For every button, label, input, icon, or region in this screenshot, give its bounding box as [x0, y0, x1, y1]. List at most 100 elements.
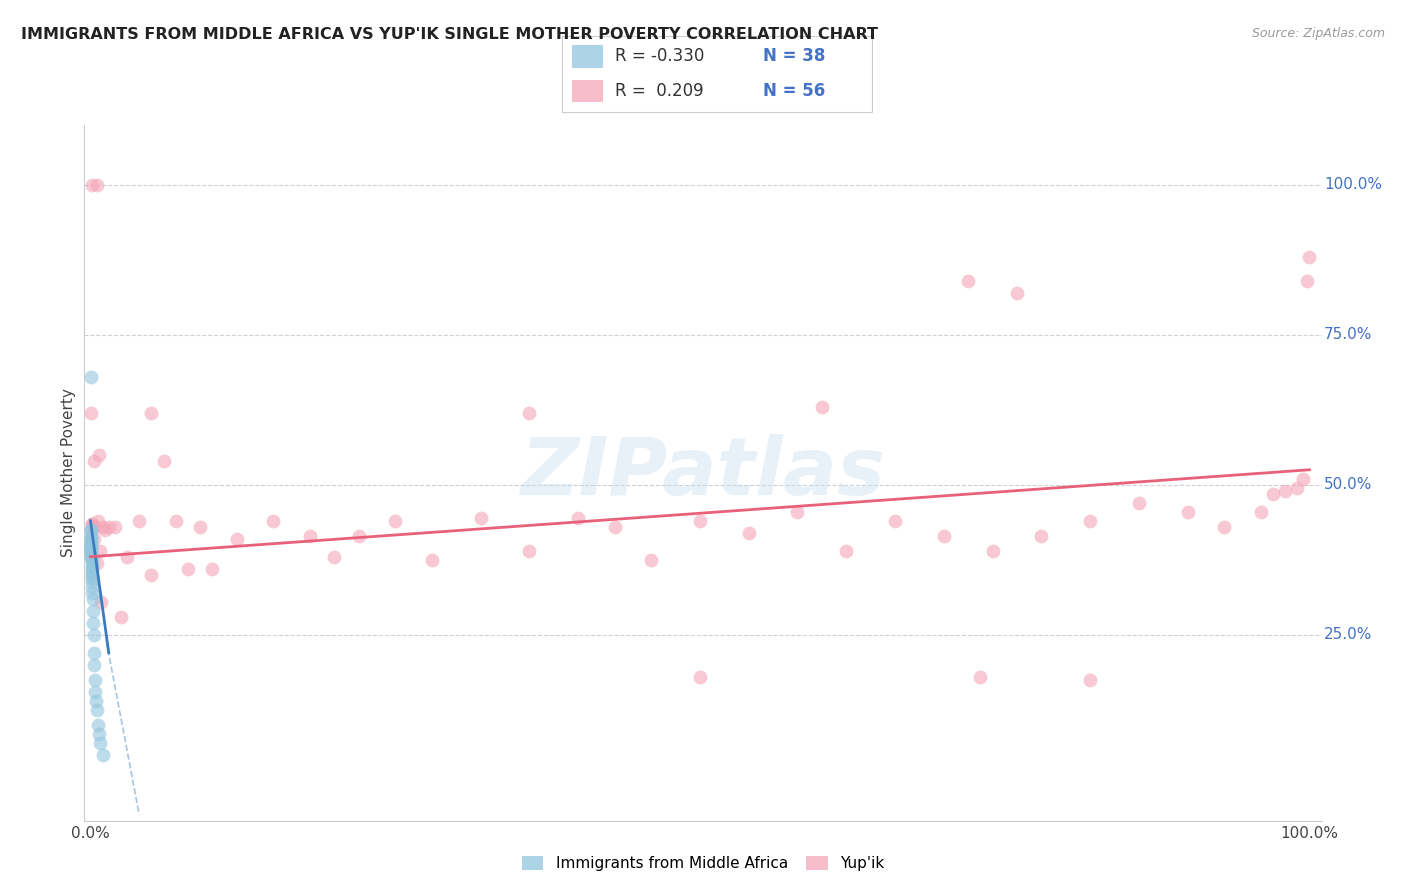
Text: N = 56: N = 56 [763, 82, 825, 100]
Point [1250, 505, 1272, 519]
Point [1274, 483, 1296, 498]
Point [80, 562, 103, 576]
Point [835, 543, 858, 558]
Point [347, 529, 370, 543]
Point [80, 369, 103, 384]
Point [80, 523, 103, 537]
Point [298, 529, 321, 543]
Point [82, 520, 104, 534]
Point [84, 520, 107, 534]
FancyBboxPatch shape [572, 79, 603, 103]
Point [110, 609, 132, 624]
Point [932, 529, 955, 543]
Point [640, 552, 662, 567]
Point [1005, 285, 1028, 300]
Point [141, 406, 163, 420]
Text: N = 38: N = 38 [763, 47, 825, 65]
Point [90, 595, 112, 609]
Text: 100.0%: 100.0% [1324, 178, 1382, 193]
Point [104, 520, 127, 534]
Point [884, 514, 907, 528]
Point [97, 520, 120, 534]
Point [82, 574, 104, 588]
Point [1286, 481, 1309, 495]
Text: R = -0.330: R = -0.330 [614, 47, 704, 65]
Point [80, 552, 103, 567]
Point [517, 543, 540, 558]
Point [1031, 529, 1053, 543]
Point [80, 547, 103, 561]
Text: 25.0%: 25.0% [1324, 627, 1372, 642]
Point [689, 670, 711, 684]
Point [80, 533, 103, 547]
Point [115, 549, 138, 564]
Point [1213, 520, 1236, 534]
Point [1296, 274, 1319, 288]
Point [689, 514, 711, 528]
Text: R =  0.209: R = 0.209 [614, 82, 703, 100]
Point [165, 514, 187, 528]
Legend: Immigrants from Middle Africa, Yup'ik: Immigrants from Middle Africa, Yup'ik [517, 851, 889, 876]
Y-axis label: Single Mother Poverty: Single Mother Poverty [60, 388, 76, 558]
Point [603, 520, 626, 534]
Point [91, 747, 114, 762]
Point [80, 556, 103, 570]
Point [80, 529, 103, 543]
Point [87, 726, 110, 740]
Point [567, 510, 589, 524]
Point [80, 539, 103, 553]
Point [83, 657, 105, 672]
Point [89, 736, 111, 750]
Point [82, 516, 104, 531]
Point [80, 567, 103, 582]
Point [80, 545, 103, 559]
Point [517, 406, 540, 420]
Point [83, 532, 105, 546]
Point [420, 552, 443, 567]
Point [94, 523, 117, 537]
FancyBboxPatch shape [562, 36, 872, 112]
Point [87, 448, 110, 462]
Point [470, 510, 492, 524]
Point [83, 628, 105, 642]
Point [1292, 472, 1315, 486]
Point [87, 514, 110, 528]
Point [80, 523, 103, 537]
Point [80, 532, 103, 546]
Point [1128, 496, 1150, 510]
Point [1298, 250, 1320, 264]
Point [84, 694, 107, 708]
Point [80, 542, 103, 557]
Point [83, 454, 105, 468]
Point [80, 571, 103, 585]
Point [86, 178, 108, 192]
Point [89, 543, 111, 558]
Point [188, 520, 211, 534]
Point [86, 703, 108, 717]
Point [83, 673, 105, 687]
Point [82, 585, 104, 599]
Point [201, 562, 224, 576]
Text: 75.0%: 75.0% [1324, 327, 1372, 343]
Point [1177, 505, 1199, 519]
Point [80, 565, 103, 579]
Point [82, 580, 104, 594]
Point [177, 562, 200, 576]
Point [1261, 487, 1284, 501]
Point [152, 454, 174, 468]
Point [225, 532, 247, 546]
Point [80, 406, 103, 420]
Point [87, 717, 110, 731]
Point [80, 516, 103, 531]
Point [141, 567, 163, 582]
Text: 50.0%: 50.0% [1324, 477, 1372, 492]
Point [82, 591, 104, 606]
Point [80, 541, 103, 555]
Text: ZIPatlas: ZIPatlas [520, 434, 886, 512]
Point [1078, 673, 1101, 687]
Point [83, 646, 105, 660]
Text: IMMIGRANTS FROM MIDDLE AFRICA VS YUP'IK SINGLE MOTHER POVERTY CORRELATION CHART: IMMIGRANTS FROM MIDDLE AFRICA VS YUP'IK … [21, 27, 879, 42]
Point [1078, 514, 1101, 528]
Point [80, 178, 103, 192]
Point [323, 549, 346, 564]
